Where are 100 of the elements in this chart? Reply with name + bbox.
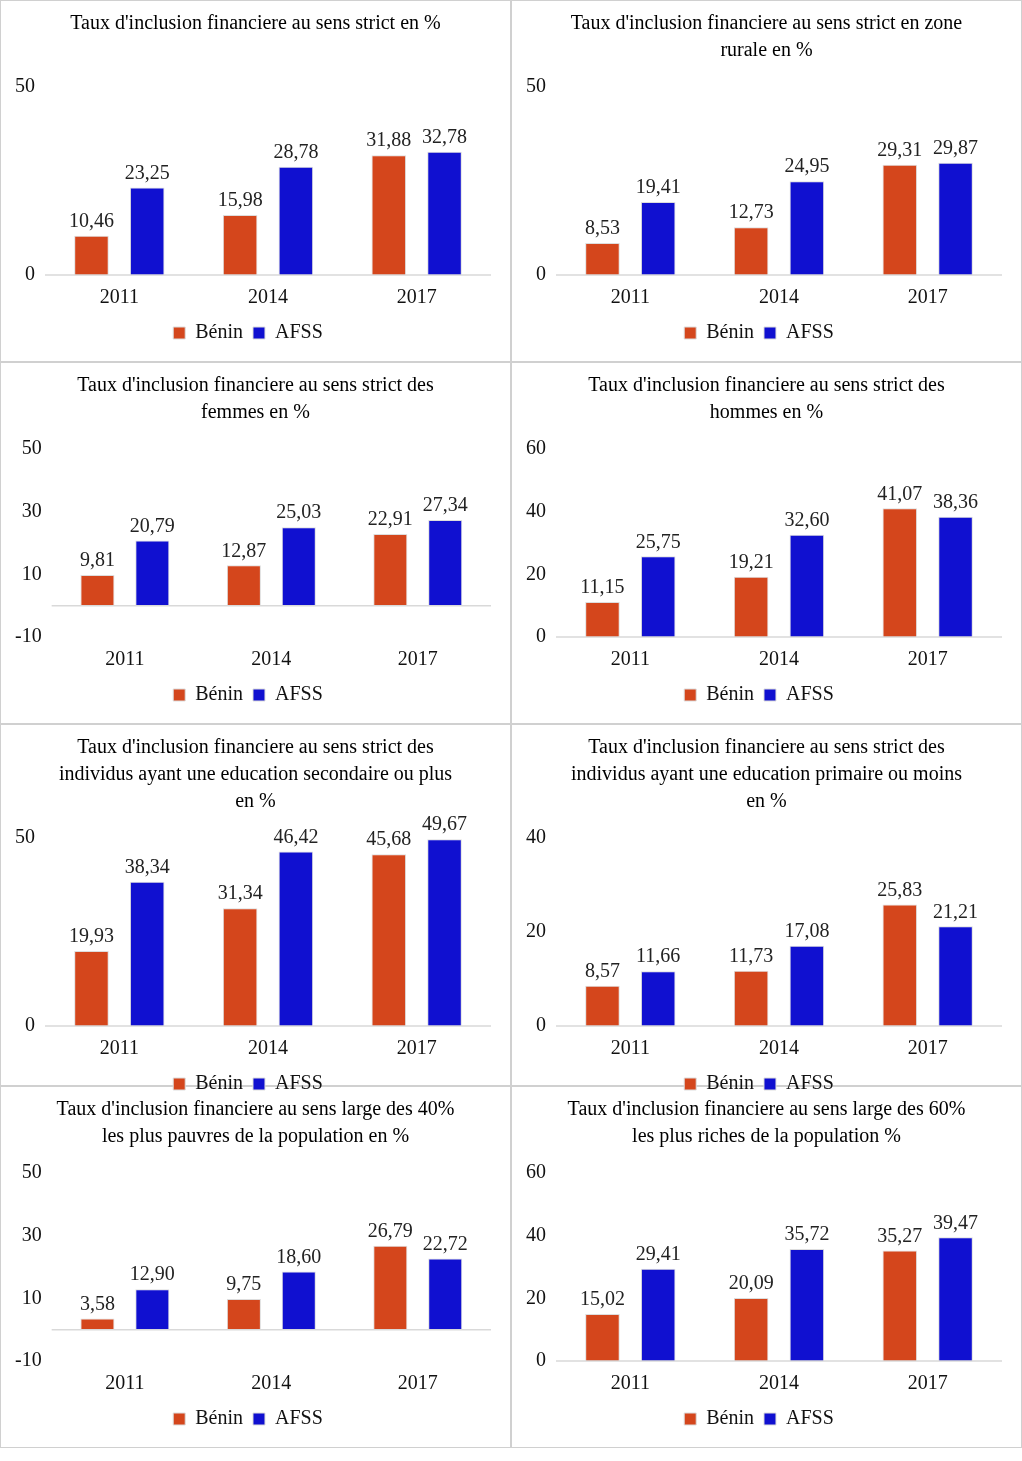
data-label: 19,21 bbox=[728, 550, 774, 573]
x-tick-label: 2017 bbox=[396, 285, 437, 308]
x-tick-label: 2014 bbox=[248, 1036, 288, 1059]
y-tick-label: 40 bbox=[526, 825, 546, 848]
data-label: 31,34 bbox=[217, 881, 263, 904]
data-label: 12,90 bbox=[129, 1262, 175, 1285]
data-label: 24,95 bbox=[784, 154, 830, 177]
data-label: 18,60 bbox=[276, 1244, 322, 1267]
legend-label: AFSS bbox=[785, 1406, 834, 1429]
data-label: 11,15 bbox=[580, 575, 625, 598]
y-tick-label: 20 bbox=[526, 919, 546, 942]
data-label: 28,78 bbox=[273, 140, 319, 163]
x-tick-label: 2011 bbox=[99, 1036, 139, 1059]
legend-label: AFSS bbox=[785, 682, 834, 705]
data-label: 10,46 bbox=[68, 208, 114, 231]
y-tick-label: 0 bbox=[536, 624, 546, 647]
data-label: 15,02 bbox=[579, 1287, 625, 1310]
data-label: 41,07 bbox=[877, 481, 923, 504]
data-label: 19,93 bbox=[68, 924, 114, 947]
data-label: 32,60 bbox=[784, 508, 830, 531]
x-tick-label: 2011 bbox=[610, 285, 650, 308]
y-tick-label: 40 bbox=[526, 1222, 546, 1245]
legend-label: AFSS bbox=[274, 320, 323, 343]
legend-label: Bénin bbox=[706, 682, 754, 705]
y-tick-label: 30 bbox=[21, 498, 42, 521]
data-label: 26,79 bbox=[367, 1218, 413, 1241]
chart-title: Taux d'inclusion financiere au sens strict en zone rurale en % bbox=[569, 10, 964, 62]
y-tick-label: -10 bbox=[14, 1348, 42, 1371]
data-label: 29,31 bbox=[877, 138, 923, 161]
chart-title: Taux d'inclusion financiere au sens large des 40% les plus pauvres de la population en % bbox=[55, 1096, 456, 1149]
data-label: 11,73 bbox=[728, 944, 774, 967]
x-tick-label: 2017 bbox=[907, 285, 948, 308]
legend-label: AFSS bbox=[785, 320, 834, 343]
data-label: 38,34 bbox=[124, 855, 170, 878]
y-tick-label: 40 bbox=[526, 498, 546, 521]
data-label: 25,83 bbox=[877, 877, 923, 900]
y-tick-label: 50 bbox=[526, 74, 546, 97]
data-label: 32,78 bbox=[422, 125, 468, 147]
x-tick-label: 2017 bbox=[397, 647, 438, 670]
x-tick-label: 2011 bbox=[105, 1371, 145, 1394]
data-label: 45,68 bbox=[366, 827, 412, 850]
legend-label: Bénin bbox=[706, 1406, 754, 1429]
y-tick-label: 10 bbox=[21, 1285, 42, 1308]
x-tick-label: 2011 bbox=[99, 285, 139, 308]
y-tick-label: 60 bbox=[526, 436, 546, 459]
data-label: 25,03 bbox=[276, 500, 322, 523]
data-label: 29,87 bbox=[933, 135, 979, 158]
y-tick-label: 0 bbox=[25, 1013, 35, 1036]
chart-title: Taux d'inclusion financiere au sens strict des hommes en % bbox=[587, 372, 946, 424]
legend-label: Bénin bbox=[195, 1406, 243, 1429]
y-tick-label: 50 bbox=[15, 825, 35, 848]
data-label: 39,47 bbox=[933, 1210, 979, 1233]
data-label: 25,75 bbox=[635, 529, 681, 552]
y-tick-label: 20 bbox=[526, 561, 546, 584]
data-label: 38,36 bbox=[933, 490, 979, 513]
data-label: 31,88 bbox=[366, 128, 412, 151]
legend-label: AFSS bbox=[274, 1406, 323, 1429]
x-tick-label: 2017 bbox=[396, 1036, 437, 1059]
data-label: 19,41 bbox=[635, 175, 681, 198]
y-tick-label: -10 bbox=[14, 624, 42, 647]
y-tick-label: 60 bbox=[526, 1160, 546, 1183]
x-tick-label: 2014 bbox=[248, 285, 288, 308]
data-label: 12,73 bbox=[728, 200, 774, 223]
y-tick-label: 20 bbox=[526, 1285, 546, 1308]
x-tick-label: 2011 bbox=[610, 1036, 650, 1059]
y-tick-label: 50 bbox=[15, 74, 35, 97]
y-tick-label: 0 bbox=[536, 262, 546, 285]
x-tick-label: 2017 bbox=[907, 1036, 948, 1059]
data-label: 11,66 bbox=[636, 944, 681, 967]
x-tick-label: 2011 bbox=[610, 647, 650, 670]
legend-label: Bénin bbox=[706, 320, 754, 343]
data-label: 49,67 bbox=[422, 812, 468, 835]
legend-label: AFSS bbox=[785, 1071, 834, 1094]
x-tick-label: 2011 bbox=[105, 647, 145, 670]
x-tick-label: 2014 bbox=[759, 285, 799, 308]
chart-title: Taux d'inclusion financiere au sens strict des individus ayant une education primaire ou moins en % bbox=[570, 734, 963, 813]
data-label: 27,34 bbox=[422, 493, 468, 516]
chart-title: Taux d'inclusion financiere au sens large des 60% les plus riches de la population % bbox=[566, 1096, 967, 1149]
data-label: 9,81 bbox=[79, 548, 115, 571]
y-tick-label: 30 bbox=[21, 1222, 42, 1245]
y-tick-label: 0 bbox=[25, 262, 35, 285]
legend-label: Bénin bbox=[706, 1071, 754, 1094]
legend-label: AFSS bbox=[274, 682, 323, 705]
data-label: 22,72 bbox=[422, 1231, 468, 1254]
data-label: 29,41 bbox=[635, 1242, 681, 1265]
x-tick-label: 2017 bbox=[907, 1371, 948, 1394]
legend-label: Bénin bbox=[195, 1071, 243, 1094]
legend-label: Bénin bbox=[195, 320, 243, 343]
data-label: 35,27 bbox=[877, 1223, 923, 1246]
data-label: 9,75 bbox=[226, 1272, 262, 1295]
data-label: 35,72 bbox=[784, 1222, 830, 1245]
data-label: 20,79 bbox=[129, 513, 175, 536]
data-label: 17,08 bbox=[784, 918, 830, 941]
y-tick-label: 50 bbox=[21, 1160, 42, 1183]
x-tick-label: 2014 bbox=[251, 647, 292, 670]
data-label: 46,42 bbox=[273, 824, 319, 847]
legend-label: Bénin bbox=[195, 682, 243, 705]
data-label: 20,09 bbox=[728, 1271, 774, 1294]
y-tick-label: 0 bbox=[536, 1348, 546, 1371]
y-tick-label: 50 bbox=[21, 436, 42, 459]
